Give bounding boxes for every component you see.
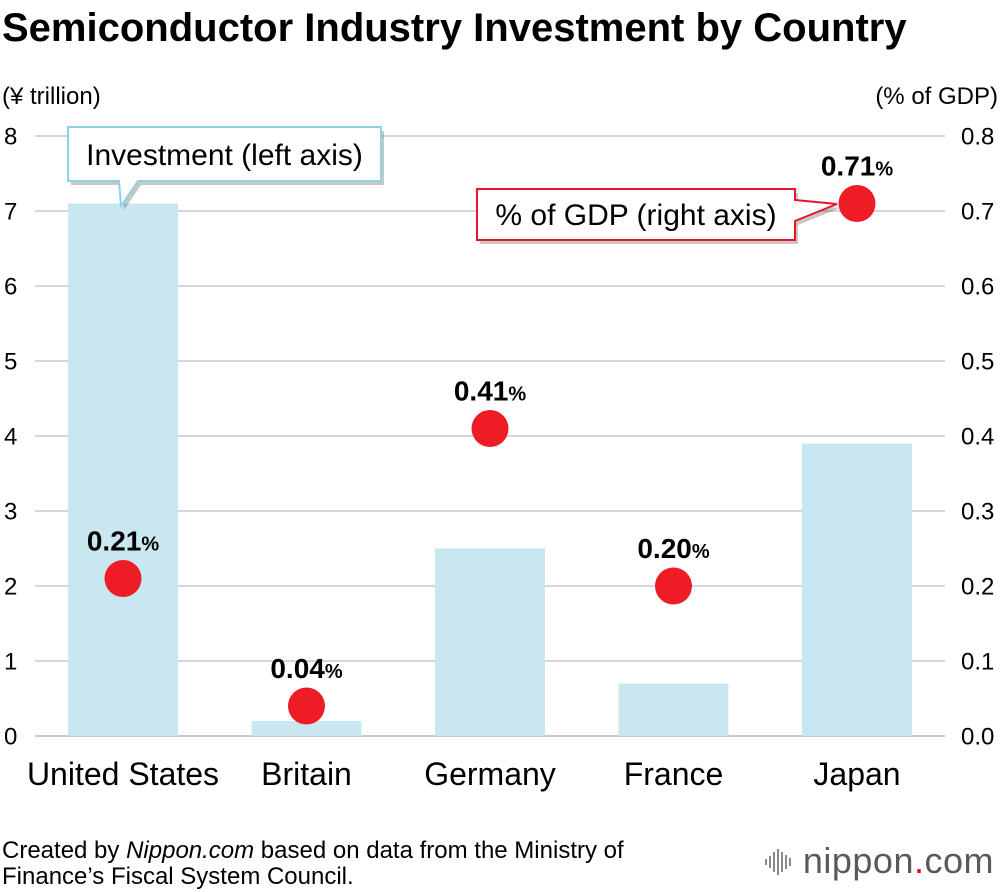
gdp-data-labels: 0.21%0.04%0.41%0.20%0.71%: [87, 151, 894, 685]
footer-prefix: Created by: [2, 837, 127, 864]
investment-bar-japan: [802, 443, 912, 736]
logo-dot: .: [913, 840, 925, 881]
gdp-dot-france: [655, 567, 692, 605]
category-label-japan: Japan: [813, 756, 900, 792]
footer-line-1-rest: based on data from the Ministry of: [254, 837, 624, 864]
gdp-data-label-france: 0.20%: [637, 533, 710, 564]
investment-bar-united-states: [68, 203, 178, 736]
category-label-france: France: [624, 756, 724, 792]
right-axis-ticks: 0.0 0.1 0.2 0.3 0.4 0.5 0.6 0.7 0.8: [961, 124, 994, 751]
gdp-data-label-united-states: 0.21%: [87, 526, 160, 557]
left-axis-tick-label: 4: [4, 424, 17, 451]
gdp-dots: [104, 185, 876, 725]
right-axis-tick-label: 0.5: [961, 349, 994, 376]
investment-bar-germany: [435, 548, 545, 736]
gdp-dot-japan: [838, 185, 876, 222]
gdp-data-label-britain: 0.04%: [270, 653, 343, 684]
gdp-data-label-value: 0.20: [637, 533, 692, 564]
left-axis-tick-label: 5: [4, 349, 17, 376]
investment-bar-france: [618, 683, 729, 736]
callout-gdp-box: [476, 188, 838, 241]
left-axis-tick-label: 2: [4, 574, 17, 601]
logo-wordmark: nippon.com: [803, 841, 994, 881]
left-axis-tick-label: 1: [4, 649, 17, 676]
logo-name: nippon: [802, 840, 914, 881]
gdp-data-label-japan: 0.71%: [821, 151, 894, 182]
right-axis-tick-label: 0.1: [961, 649, 994, 676]
investment-bars: [68, 203, 912, 736]
footer-line-1: Created by Nippon.com based on data from…: [2, 838, 624, 864]
category-label-germany: Germany: [424, 756, 556, 792]
investment-bar-britain: [251, 721, 362, 736]
left-axis-tick-label: 7: [4, 199, 17, 226]
gdp-data-label-value: 0.21: [87, 526, 142, 557]
waveform-icon: [764, 849, 791, 875]
logo: nippon.com: [763, 841, 994, 881]
right-axis-tick-label: 0.8: [961, 124, 994, 151]
left-axis-tick-label: 3: [4, 499, 17, 526]
right-axis-tick-label: 0.4: [961, 424, 994, 451]
right-axis-tick-label: 0.2: [961, 574, 994, 601]
footer-credit: Created by Nippon.com based on data from…: [2, 838, 624, 890]
right-axis-unit-label: (% of GDP): [875, 83, 998, 110]
callout-investment-box: [67, 126, 382, 209]
category-label-united-states: United States: [27, 756, 219, 792]
gdp-data-label-value: 0.41: [454, 376, 509, 407]
category-labels: United States Britain Germany France Japan: [27, 756, 901, 792]
gdp-data-label-unit: %: [508, 384, 526, 406]
gdp-dot-britain: [288, 687, 325, 725]
left-axis-ticks: 0 1 2 3 4 5 6 7 8: [4, 124, 17, 751]
right-axis-tick-label: 0.6: [961, 274, 994, 301]
chart-title: Semiconductor Industry Investment by Cou…: [2, 6, 907, 50]
callout-investment: Investment (left axis): [67, 126, 384, 210]
right-axis-tick-label: 0.0: [961, 724, 994, 751]
left-axis-tick-label: 8: [4, 124, 17, 151]
category-label-britain: Britain: [261, 756, 352, 792]
footer-source-name: Nippon.com: [126, 837, 255, 864]
right-axis-tick-label: 0.3: [961, 499, 994, 526]
gdp-dot-united-states: [104, 560, 142, 597]
gdp-data-label-unit: %: [141, 534, 159, 556]
left-axis-tick-label: 0: [4, 724, 17, 751]
footer-line-2: Finance’s Fiscal System Council.: [2, 863, 354, 890]
logo-tld: com: [924, 840, 994, 881]
callout-gdp: % of GDP (right axis): [476, 188, 840, 244]
gdp-data-label-value: 0.71: [821, 151, 876, 182]
callout-gdp-label: % of GDP (right axis): [495, 199, 776, 232]
gdp-data-label-value: 0.04: [270, 653, 325, 684]
right-axis-tick-label: 0.7: [961, 199, 994, 226]
gdp-data-label-unit: %: [875, 159, 893, 181]
gdp-data-label-unit: %: [692, 541, 710, 563]
left-axis-tick-label: 6: [4, 274, 17, 301]
gdp-data-label-unit: %: [325, 661, 343, 683]
gdp-dot-germany: [471, 410, 509, 447]
gdp-data-label-germany: 0.41%: [454, 376, 527, 407]
left-axis-unit-label: (¥ trillion): [2, 83, 101, 110]
callout-investment-label: Investment (left axis): [86, 139, 363, 172]
